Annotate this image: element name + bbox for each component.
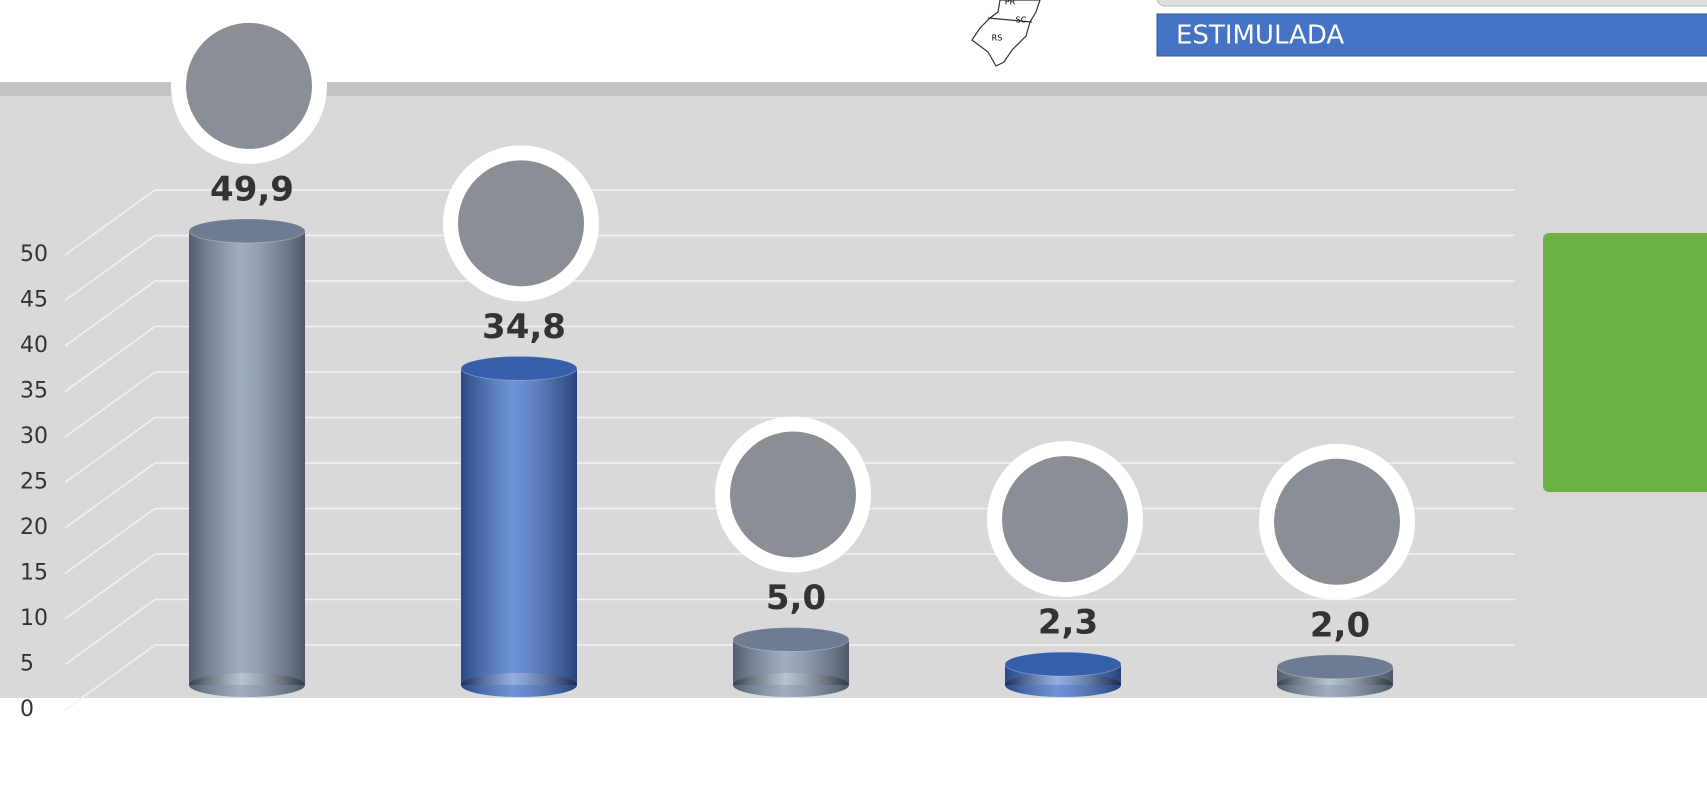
- y-tick-label: 5: [20, 652, 34, 677]
- chart: ESTIMULADA PR SC RS 0 5 10 15 20 25 30 35 40 45 50…: [0, 0, 1707, 787]
- bar-shade: [189, 231, 305, 685]
- y-tick-label: 15: [20, 561, 48, 586]
- bar-shade: [461, 368, 577, 685]
- y-tick-label: 20: [20, 515, 48, 540]
- photo: [1274, 459, 1400, 585]
- bar-top-shade: [461, 356, 577, 380]
- photo: [1002, 456, 1128, 582]
- y-tick-label: 45: [20, 288, 48, 313]
- value-label: 2,0: [1310, 605, 1370, 645]
- map-label: PR: [1005, 0, 1016, 7]
- value-label: 34,8: [482, 307, 566, 347]
- bar-top-shade: [189, 219, 305, 243]
- page: ESTIMULADA PR SC RS 0 5 10 15 20 25 30 35 40 45 50…: [0, 0, 1707, 787]
- bar-top-shade: [1277, 655, 1393, 679]
- y-tick-label: 35: [20, 379, 48, 404]
- value-label: 49,9: [210, 169, 294, 209]
- y-tick-label: 40: [20, 333, 48, 358]
- photo: [730, 432, 856, 558]
- map-label: SC: [1016, 16, 1027, 25]
- map: [972, 0, 1040, 66]
- map-label: RS: [992, 34, 1003, 43]
- y-tick-label: 50: [20, 242, 48, 267]
- bar-top-shade: [733, 628, 849, 652]
- side-panel: [1543, 233, 1707, 492]
- bar-top-shade: [1005, 652, 1121, 676]
- value-label: 5,0: [766, 578, 826, 618]
- y-tick-label: 0: [20, 697, 34, 722]
- value-label: 2,3: [1038, 603, 1098, 643]
- photo: [186, 23, 312, 149]
- badge-text: ESTIMULADA: [1176, 21, 1344, 51]
- y-tick-label: 25: [20, 470, 48, 495]
- photo: [458, 160, 584, 286]
- y-tick-label: 10: [20, 606, 48, 631]
- y-tick-label: 30: [20, 424, 48, 449]
- header-strip: [1157, 0, 1707, 6]
